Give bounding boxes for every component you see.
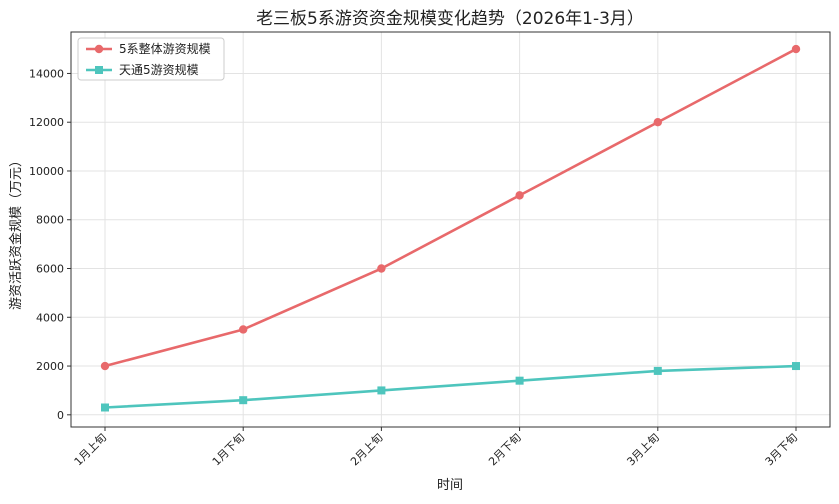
legend-marker-2 [95, 66, 103, 74]
chart-title: 老三板5系游资资金规模变化趋势（2026年1-3月） [256, 9, 644, 29]
series-1-point [100, 361, 110, 371]
x-axis-label: 时间 [437, 478, 463, 493]
series-2-point [101, 403, 109, 412]
tick-layer: 0 2000 4000 6000 8000 10000 12000 14000 1月上旬 1月下旬… [29, 67, 800, 468]
legend-box [77, 37, 225, 81]
y-tick-label: 14000 [29, 67, 64, 80]
legend-marker-1 [94, 44, 104, 54]
y-tick-label: 2000 [36, 360, 64, 373]
y-tick-label: 0 [57, 409, 64, 422]
series-1-point [653, 118, 662, 127]
series-1-point [239, 325, 248, 334]
legend-label-2: 天通5游资规模 [119, 62, 199, 77]
series-2-point [377, 386, 386, 395]
series-line-2 [103, 364, 798, 409]
x-tick-label: 2月下旬 [486, 431, 523, 468]
y-tick-label: 10000 [29, 165, 64, 178]
x-tick-label: 2月上旬 [348, 431, 385, 468]
series-1-point [791, 44, 801, 54]
plot-frame [70, 31, 831, 428]
y-tick-label: 4000 [36, 311, 64, 324]
series-line-1 [103, 47, 798, 368]
series-2-point [515, 376, 524, 385]
x-tick-label: 3月上旬 [624, 431, 661, 468]
y-tick-label: 6000 [36, 263, 64, 276]
y-tick-label: 8000 [36, 214, 64, 227]
legend-label-1: 5系整体游资规模 [119, 41, 211, 56]
series-layer [100, 44, 801, 412]
series-2-point [653, 366, 662, 375]
series-1-point [377, 264, 386, 273]
grid-layer [71, 32, 830, 427]
series-2-point [792, 362, 800, 371]
x-tick-label: 3月下旬 [763, 431, 800, 468]
y-tick-label: 12000 [29, 116, 64, 129]
series-2-point [239, 396, 248, 405]
y-axis-label: 游资活跃资金规模（万元） [8, 154, 24, 310]
series-1-point [515, 191, 524, 200]
x-tick-label: 1月上旬 [72, 431, 109, 468]
x-tick-label: 1月下旬 [210, 431, 247, 468]
